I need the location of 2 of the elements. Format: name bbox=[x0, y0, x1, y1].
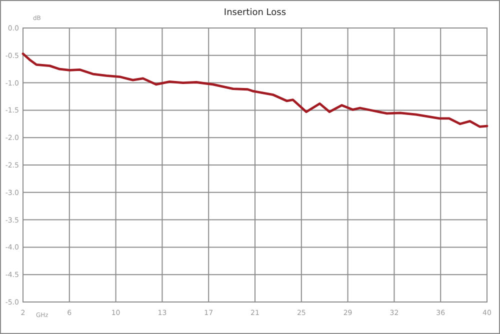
line-series bbox=[22, 52, 488, 128]
chart-title: Insertion Loss bbox=[224, 8, 286, 18]
